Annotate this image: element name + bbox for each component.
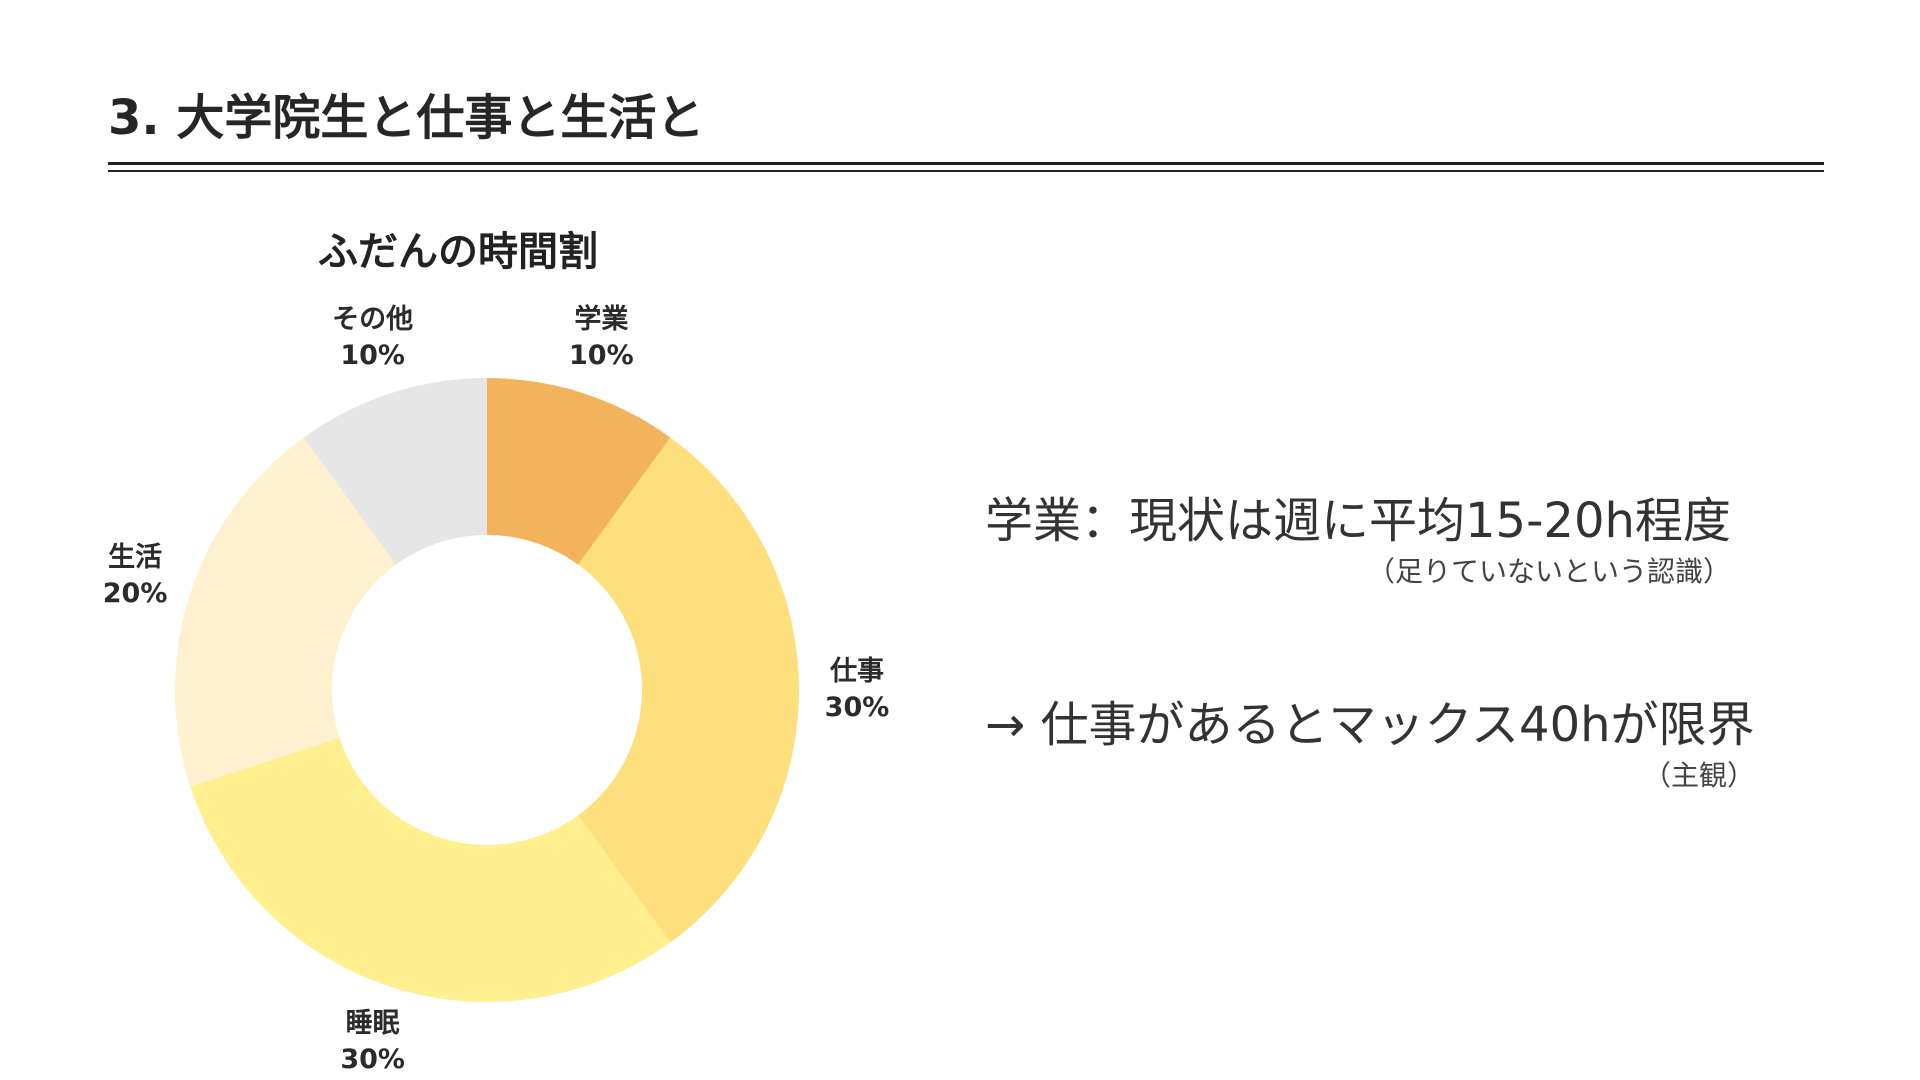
slice-3 [175, 437, 396, 787]
slice-4 [303, 378, 487, 565]
slice-category: 仕事 [829, 656, 884, 687]
note-work-sub: （主観） [1642, 759, 1755, 792]
note-work-main: → 仕事があるとマックス40hが限界 [985, 697, 1755, 753]
donut-chart [175, 378, 799, 1003]
slice-category: 学業 [574, 304, 629, 336]
slice-label-0: 学業 10% [569, 302, 634, 374]
slice-1 [578, 437, 799, 943]
title-divider-top [108, 162, 1824, 165]
slice-category: 睡眠 [345, 1007, 400, 1039]
slice-percent: 30% [340, 1043, 405, 1075]
note-study-sub: （足りていないという認識） [1366, 555, 1731, 588]
note-study-main: 学業：現状は週に平均15-20h程度 [985, 493, 1731, 549]
slice-percent: 10% [569, 340, 634, 372]
slice-percent: 30% [824, 692, 890, 723]
slice-category: 生活 [108, 541, 163, 573]
slice-label-1: 仕事 30% [825, 654, 890, 726]
title-divider-bottom [108, 170, 1824, 172]
slice-label-2: 睡眠 30% [340, 1006, 405, 1078]
slice-label-4: その他 10% [332, 302, 413, 374]
slice-0 [487, 378, 671, 565]
slice-percent: 20% [102, 577, 168, 609]
slice-2 [190, 737, 671, 1003]
slice-percent: 10% [340, 340, 405, 372]
note-work: → 仕事があるとマックス40hが限界 （主観） [985, 694, 1755, 796]
chart-title: ふだんの時間割 [318, 229, 598, 275]
note-study: 学業：現状は週に平均15-20h程度 （足りていないという認識） [985, 490, 1731, 592]
slice-category: その他 [332, 304, 414, 336]
slice-label-3: 生活 20% [103, 540, 168, 612]
slide-title: 3. 大学院生と仕事と生活と [108, 90, 705, 146]
